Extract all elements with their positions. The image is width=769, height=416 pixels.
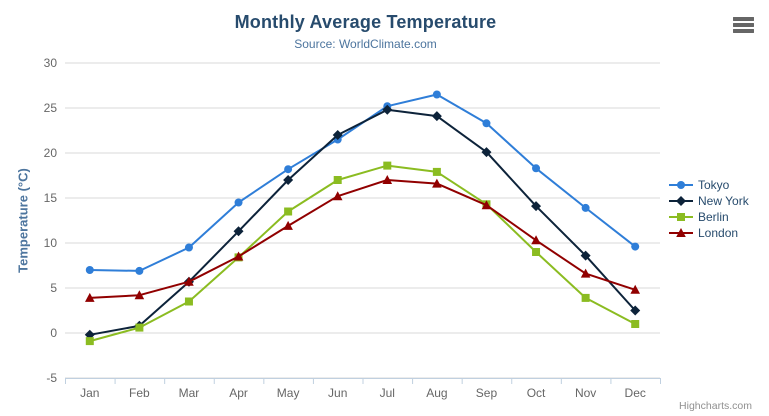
data-point[interactable]	[676, 196, 686, 206]
y-axis-tick-label: 0	[50, 326, 57, 340]
data-point[interactable]	[184, 276, 194, 286]
x-axis-tick-label: Sep	[476, 386, 498, 400]
legend-item-new-york[interactable]: New York	[669, 193, 749, 209]
data-point[interactable]	[85, 266, 94, 274]
x-axis-tick-label: Jan	[80, 386, 99, 400]
data-point[interactable]	[332, 191, 343, 201]
y-axis-tick-label: 5	[50, 281, 57, 295]
context-menu-button[interactable]	[731, 15, 756, 35]
data-point[interactable]	[283, 175, 294, 185]
data-point[interactable]	[481, 147, 492, 158]
data-point[interactable]	[382, 175, 393, 184]
hamburger-icon	[733, 17, 754, 21]
data-point[interactable]	[184, 297, 193, 306]
data-point[interactable]	[676, 228, 686, 237]
data-point[interactable]	[431, 111, 442, 122]
x-axis-tick-label: Jul	[380, 386, 395, 400]
data-point[interactable]	[284, 207, 293, 216]
data-point[interactable]	[135, 266, 144, 275]
x-axis-tick-label: Oct	[527, 386, 546, 400]
data-point[interactable]	[332, 130, 343, 140]
data-point[interactable]	[432, 167, 441, 176]
data-point[interactable]	[532, 248, 541, 256]
data-point[interactable]	[580, 250, 591, 261]
x-axis-tick-label: Mar	[179, 386, 200, 400]
series-tokyo[interactable]	[85, 90, 640, 275]
data-point[interactable]	[631, 320, 640, 328]
series-new-york[interactable]	[84, 104, 641, 340]
legend-marker-square-icon	[669, 213, 693, 221]
series-line-tokyo	[88, 93, 637, 272]
data-point[interactable]	[677, 213, 685, 221]
legend-item-london[interactable]: London	[669, 225, 749, 241]
data-point[interactable]	[531, 201, 542, 212]
data-point[interactable]	[581, 293, 590, 302]
y-axis-tick-label: 10	[44, 236, 58, 250]
data-point[interactable]	[531, 235, 541, 245]
x-axis-tick-label: May	[277, 386, 300, 400]
data-point[interactable]	[482, 119, 491, 128]
data-point[interactable]	[631, 242, 640, 251]
chart-subtitle: Source: WorldClimate.com	[294, 37, 437, 51]
data-point[interactable]	[233, 251, 244, 261]
data-point[interactable]	[283, 220, 293, 230]
x-axis-tick-label: Aug	[426, 386, 447, 400]
x-axis-tick-label: Apr	[229, 386, 248, 400]
series-line-berlin	[88, 164, 637, 343]
data-point[interactable]	[85, 337, 94, 346]
x-axis-tick-label: Feb	[129, 386, 150, 400]
legend: Tokyo New York Berlin London	[669, 177, 749, 241]
data-point[interactable]	[432, 90, 441, 99]
data-point[interactable]	[134, 290, 145, 300]
y-axis-tick-label: -5	[46, 371, 57, 385]
legend-marker-triangle-icon	[669, 228, 693, 237]
data-point[interactable]	[135, 323, 144, 332]
y-axis-tick-label: 20	[44, 146, 58, 160]
y-axis-tick-label: 25	[44, 101, 58, 115]
data-point[interactable]	[184, 243, 193, 252]
y-axis-tick-label: 30	[44, 56, 58, 70]
data-point[interactable]	[581, 203, 590, 212]
x-axis-tick-label: Jun	[328, 386, 347, 400]
data-point[interactable]	[630, 305, 641, 316]
legend-marker-circle-icon	[669, 181, 693, 189]
chart-title: Monthly Average Temperature	[234, 12, 497, 32]
legend-label: New York	[698, 194, 749, 208]
data-point[interactable]	[532, 164, 541, 173]
data-point[interactable]	[234, 198, 243, 207]
data-point[interactable]	[383, 161, 392, 170]
legend-item-tokyo[interactable]: Tokyo	[669, 177, 749, 193]
data-point[interactable]	[233, 226, 244, 237]
data-point[interactable]	[382, 104, 393, 115]
x-axis-tick-label: Nov	[575, 386, 596, 400]
legend-label: Tokyo	[698, 178, 730, 192]
series-london[interactable]	[84, 175, 641, 302]
data-point[interactable]	[84, 292, 95, 302]
x-axis-tick-label: Dec	[625, 386, 646, 400]
series-line-new-york	[88, 108, 637, 336]
data-point[interactable]	[580, 268, 591, 278]
data-point[interactable]	[333, 176, 342, 184]
y-axis-tick-label: 15	[44, 191, 58, 205]
data-point[interactable]	[630, 284, 641, 294]
legend-label: London	[698, 226, 739, 240]
legend-marker-diamond-icon	[669, 196, 693, 206]
data-point[interactable]	[284, 165, 293, 174]
data-point[interactable]	[481, 200, 492, 210]
legend-label: Berlin	[698, 210, 729, 224]
data-point[interactable]	[677, 181, 685, 189]
series-line-london	[88, 179, 637, 299]
data-point[interactable]	[432, 178, 442, 188]
legend-item-berlin[interactable]: Berlin	[669, 209, 749, 225]
highcharts-credits-link[interactable]: Highcharts.com	[679, 400, 752, 412]
